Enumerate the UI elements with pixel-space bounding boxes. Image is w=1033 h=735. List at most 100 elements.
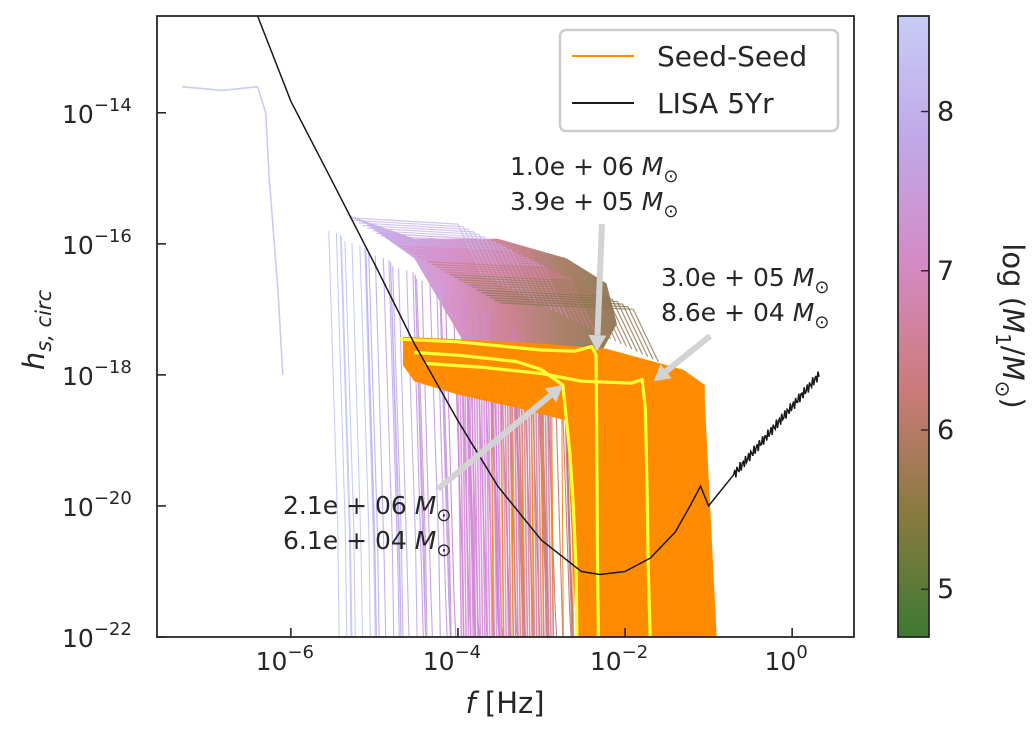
plateau-track — [426, 261, 574, 321]
colorbar-tick-label: 5 — [937, 574, 954, 605]
drop-track — [364, 247, 376, 637]
seed-seed-track — [581, 369, 584, 637]
drop-track — [388, 259, 400, 637]
y-tick-label: 10−16 — [62, 226, 132, 260]
highlight-track-3 — [414, 350, 579, 637]
colorbar-label: log (M1/M⊙) — [991, 243, 1030, 408]
annotation-label: 3.0e + 05 M⊙ — [661, 263, 829, 298]
seed-seed-fill — [403, 336, 717, 637]
seed-seed-track — [601, 369, 604, 637]
x-tick-label: 10−6 — [256, 642, 314, 676]
seed-seed-track — [561, 369, 564, 637]
seed-seed-track — [500, 369, 504, 637]
dense-drop-track — [527, 389, 533, 637]
plateau-track — [435, 266, 585, 327]
dense-drop-track — [534, 389, 540, 637]
colorbar-tick-label: 6 — [937, 415, 954, 446]
dense-drop-track — [501, 389, 507, 637]
drop-track — [406, 270, 418, 637]
dense-drop-track — [459, 389, 465, 637]
dense-drop-track — [483, 389, 489, 637]
y-tick-label: 10−22 — [62, 619, 132, 653]
drop-track — [374, 255, 387, 637]
drop-track — [414, 276, 427, 637]
dense-drop-track — [480, 389, 486, 637]
seed-seed-track — [490, 369, 494, 637]
drop-track — [328, 230, 340, 637]
plateau-track — [431, 263, 580, 324]
dense-drop-track — [457, 389, 463, 637]
dense-drop-track — [492, 389, 498, 637]
dense-drop-track — [494, 389, 500, 637]
drop-track — [335, 232, 348, 637]
dense-drop-track — [476, 389, 482, 637]
dense-drop-track — [497, 389, 503, 637]
colorbar-gradient — [897, 15, 930, 638]
dense-drop-track — [511, 389, 517, 637]
drop-track — [368, 253, 380, 637]
dense-drop-track — [546, 389, 552, 637]
drop-track — [421, 280, 433, 637]
dense-drop-track — [544, 389, 550, 637]
seed-seed-track — [551, 369, 554, 637]
drop-track — [382, 257, 395, 637]
plateau-track — [495, 299, 654, 360]
fan-plateau-region — [341, 212, 617, 375]
annotation-label: 1.0e + 06 M⊙ — [510, 152, 678, 187]
drop-track — [444, 293, 457, 637]
legend: Seed-Seed LISA 5Yr — [558, 28, 840, 133]
highlight-track-1 — [399, 337, 600, 637]
dense-drop-track — [471, 389, 477, 637]
dense-drop-track — [518, 389, 524, 637]
plateau-track — [444, 271, 596, 332]
dense-drop-track — [523, 389, 529, 637]
annotation-arrow-shaft — [664, 333, 712, 374]
colorbar-tick-label: 7 — [937, 256, 954, 287]
lisa-sensitivity-curve — [256, 16, 820, 576]
dense-drop-track — [541, 389, 548, 637]
legend-lisa-label: LISA 5Yr — [657, 87, 774, 120]
plateau-track — [422, 258, 569, 319]
colorbar-tick-label: 8 — [937, 97, 954, 128]
plateau-track — [490, 297, 649, 358]
dense-drop-track — [466, 389, 472, 637]
drop-track — [351, 243, 364, 637]
annotation-arrow-shaft — [436, 392, 553, 492]
annotation-label: 2.1e + 06 M⊙ — [283, 491, 451, 526]
x-tick-label: 10−2 — [590, 642, 648, 676]
annotation-label: 3.9e + 05 M⊙ — [510, 187, 678, 222]
legend-seed-seed-label: Seed-Seed — [657, 40, 807, 73]
y-tick-label: 10−20 — [62, 488, 132, 522]
drop-track — [392, 266, 404, 637]
drop-track — [563, 356, 575, 637]
plateau-track — [449, 273, 601, 334]
dense-drop-track — [525, 389, 531, 637]
plateau-track — [463, 281, 617, 342]
plateau-track — [467, 284, 622, 345]
drop-track — [340, 239, 353, 637]
annotation-arrow-head — [653, 364, 672, 382]
dense-drop-track — [478, 389, 484, 637]
annotation-arrow-head — [544, 385, 563, 403]
dense-drop-track — [487, 389, 493, 637]
drop-track — [553, 347, 565, 637]
annotation-arrow-head — [588, 334, 607, 352]
drop-track — [560, 349, 572, 637]
dense-drop-track — [485, 389, 491, 637]
plot-frame — [156, 15, 855, 638]
drop-track — [365, 251, 377, 637]
x-tick-label: 10−4 — [423, 642, 481, 676]
dense-drop-track — [516, 389, 522, 637]
seed-seed-track — [520, 369, 524, 637]
dense-drop-track — [473, 389, 479, 637]
drop-track — [339, 234, 352, 637]
dense-drop-track — [464, 389, 470, 637]
dense-drop-track — [513, 389, 519, 637]
y-tick-label: 10−18 — [62, 357, 132, 391]
isolated-early-track — [182, 85, 284, 375]
annotation-label: 6.1e + 04 M⊙ — [283, 526, 451, 561]
highlight-track-2 — [424, 361, 652, 637]
drop-track — [545, 345, 558, 637]
colorbar: 5 6 7 8 log (M1/M⊙) — [897, 15, 1030, 638]
